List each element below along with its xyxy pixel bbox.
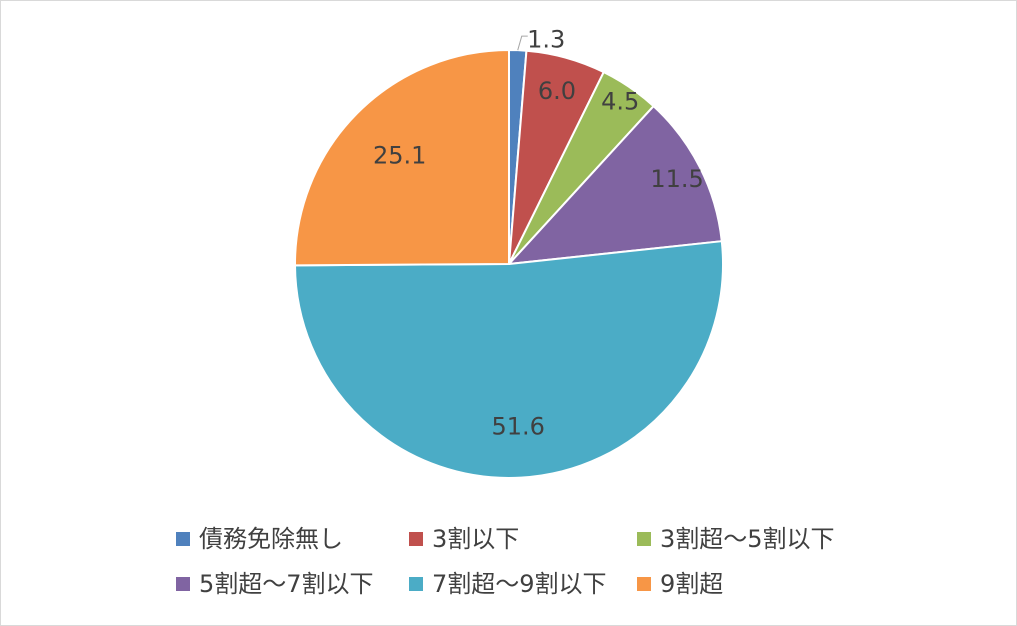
legend-swatch xyxy=(409,577,423,591)
data-labels: 1.3 6.0 4.5 11.5 51.6 25.1 xyxy=(373,25,704,440)
legend-item-30-to-50-percent: 3割超～5割以下 xyxy=(637,524,835,554)
legend-label: 債務免除無し xyxy=(199,525,343,553)
data-label: 51.6 xyxy=(491,412,544,440)
legend-item-50-to-70-percent: 5割超～7割以下 xyxy=(176,569,374,599)
legend-item-30-percent-or-less: 3割以下 xyxy=(409,524,519,554)
leader-line xyxy=(517,35,528,51)
legend-item-debt-exemption-none: 債務免除無し xyxy=(176,524,343,554)
data-label: 4.5 xyxy=(601,88,639,116)
data-label: 25.1 xyxy=(373,141,426,169)
legend-label: 3割以下 xyxy=(432,525,520,553)
legend-item-over-90-percent: 9割超 xyxy=(637,569,723,599)
legend-label: 3割超～5割以下 xyxy=(660,525,835,553)
legend-label: 9割超 xyxy=(660,570,724,598)
slice-50-to-70-percent xyxy=(506,104,723,266)
leader-lines xyxy=(517,35,528,51)
legend-swatch xyxy=(176,532,190,546)
legend-swatch xyxy=(637,577,651,591)
legend-swatch xyxy=(409,532,423,546)
data-label: 1.3 xyxy=(527,25,565,53)
legend-swatch xyxy=(176,577,190,591)
slice-over-90-percent xyxy=(294,48,510,267)
data-label: 6.0 xyxy=(538,77,576,105)
pie-slices xyxy=(293,48,724,479)
legend-label: 7割超～9割以下 xyxy=(432,570,607,598)
legend-label: 5割超～7割以下 xyxy=(199,570,374,598)
slice-70-to-90-percent xyxy=(293,240,724,479)
data-label: 11.5 xyxy=(650,165,703,193)
legend-swatch xyxy=(637,532,651,546)
legend-item-70-to-90-percent: 7割超～9割以下 xyxy=(409,569,607,599)
